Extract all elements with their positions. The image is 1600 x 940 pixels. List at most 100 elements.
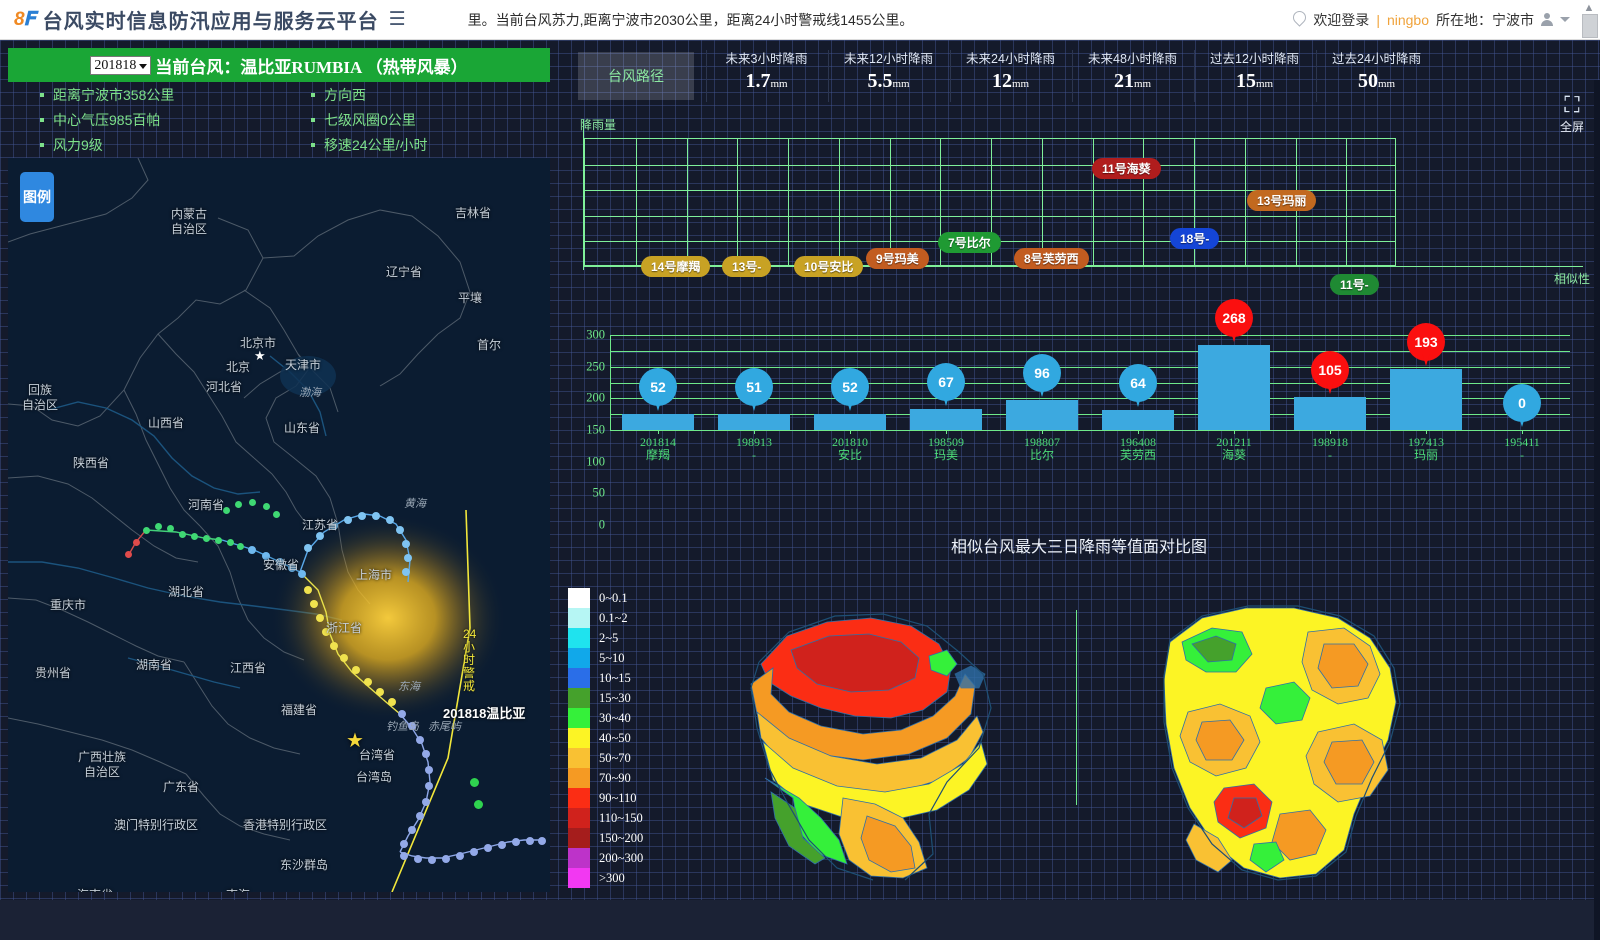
track-point[interactable] bbox=[388, 698, 396, 706]
track-point[interactable] bbox=[226, 538, 234, 546]
track-point[interactable] bbox=[484, 844, 492, 852]
track-point[interactable] bbox=[222, 506, 230, 514]
track-point[interactable] bbox=[400, 852, 408, 860]
track-point[interactable] bbox=[470, 848, 478, 856]
track-point[interactable] bbox=[234, 500, 242, 508]
track-point[interactable] bbox=[425, 782, 433, 790]
bar-value-marker[interactable]: 105 bbox=[1311, 350, 1349, 394]
similarity-point[interactable]: 8号芙劳西 bbox=[1014, 248, 1089, 269]
bar-value-marker[interactable]: 193 bbox=[1407, 322, 1445, 366]
hamburger-icon[interactable]: ☰ bbox=[388, 9, 406, 30]
track-point[interactable] bbox=[304, 586, 312, 594]
similarity-point[interactable]: 18号- bbox=[1170, 228, 1220, 249]
map-legend-button[interactable]: 图例 bbox=[20, 172, 54, 222]
user-icon[interactable] bbox=[1541, 13, 1553, 26]
bar[interactable] bbox=[1006, 399, 1078, 430]
track-point[interactable] bbox=[154, 522, 162, 530]
track-point[interactable] bbox=[142, 526, 150, 534]
track-point[interactable] bbox=[166, 524, 174, 532]
username-label[interactable]: ningbo bbox=[1386, 11, 1429, 28]
similarity-point[interactable]: 14号摩羯 bbox=[641, 256, 711, 277]
scrollbar-thumb[interactable] bbox=[1582, 14, 1598, 38]
stat-card[interactable]: 未来24小时降雨 12mm bbox=[950, 50, 1070, 102]
typhoon-route-button[interactable]: 台风路径 bbox=[578, 52, 694, 100]
bar[interactable] bbox=[1294, 396, 1366, 430]
bar-value-marker[interactable]: 51 bbox=[735, 367, 773, 411]
similarity-point[interactable]: 10号安比 bbox=[794, 256, 864, 277]
bar-value-marker[interactable]: 52 bbox=[639, 367, 677, 411]
track-point[interactable] bbox=[236, 542, 244, 550]
track-point[interactable] bbox=[416, 736, 424, 744]
track-point[interactable] bbox=[414, 855, 422, 863]
track-point[interactable] bbox=[526, 837, 534, 845]
track-point[interactable] bbox=[425, 766, 433, 774]
track-point[interactable] bbox=[330, 522, 338, 530]
track-point[interactable] bbox=[304, 544, 312, 552]
track-point[interactable] bbox=[408, 826, 416, 834]
similarity-point[interactable]: 11号海葵 bbox=[1092, 158, 1161, 179]
bar[interactable] bbox=[814, 413, 886, 430]
track-point[interactable] bbox=[340, 654, 348, 662]
track-point[interactable] bbox=[358, 512, 366, 520]
track-point[interactable] bbox=[402, 540, 410, 548]
track-point[interactable] bbox=[396, 526, 404, 534]
scroll-up-arrow[interactable]: ▲ bbox=[1583, 2, 1595, 14]
typhoon-select[interactable]: 201818 bbox=[90, 55, 152, 75]
track-point[interactable] bbox=[422, 798, 430, 806]
track-point[interactable] bbox=[422, 750, 430, 758]
track-point[interactable] bbox=[428, 856, 436, 864]
contour-map-right[interactable] bbox=[1158, 592, 1448, 882]
track-point[interactable] bbox=[190, 532, 198, 540]
similarity-point[interactable]: 13号玛丽 bbox=[1247, 190, 1317, 211]
bar[interactable] bbox=[622, 413, 694, 430]
track-point[interactable] bbox=[248, 546, 256, 554]
contour-map-left[interactable] bbox=[743, 592, 1033, 882]
track-point[interactable] bbox=[288, 564, 296, 572]
bar[interactable] bbox=[1198, 345, 1270, 430]
stat-card[interactable]: 未来3小时降雨 1.7mm bbox=[706, 50, 826, 102]
track-point[interactable] bbox=[386, 516, 394, 524]
stat-card[interactable]: 过去24小时降雨 50mm bbox=[1316, 50, 1436, 102]
track-point[interactable] bbox=[469, 777, 479, 787]
track-point[interactable] bbox=[404, 554, 412, 562]
track-point[interactable] bbox=[276, 558, 284, 566]
track-point[interactable] bbox=[124, 550, 132, 558]
bar[interactable] bbox=[718, 413, 790, 430]
track-point[interactable] bbox=[262, 502, 270, 510]
similarity-point[interactable]: 7号比尔 bbox=[938, 232, 1001, 253]
track-point[interactable] bbox=[402, 568, 410, 576]
track-point[interactable] bbox=[398, 710, 406, 718]
track-point[interactable] bbox=[538, 837, 546, 845]
track-point[interactable] bbox=[178, 530, 186, 538]
track-point[interactable] bbox=[364, 678, 372, 686]
track-point[interactable] bbox=[272, 510, 280, 518]
track-point[interactable] bbox=[416, 812, 424, 820]
track-point[interactable] bbox=[262, 552, 270, 560]
bar-value-marker[interactable]: 67 bbox=[927, 362, 965, 406]
track-point[interactable] bbox=[310, 600, 318, 608]
typhoon-map[interactable]: 图例 bbox=[8, 158, 550, 892]
similarity-point[interactable]: 9号玛美 bbox=[866, 248, 929, 269]
chevron-down-icon[interactable] bbox=[1560, 17, 1570, 22]
track-point[interactable] bbox=[456, 852, 464, 860]
track-point[interactable] bbox=[408, 722, 416, 730]
fullscreen-button[interactable]: ⛶ 全屏 bbox=[1552, 92, 1592, 138]
track-point[interactable] bbox=[442, 855, 450, 863]
track-point[interactable] bbox=[352, 666, 360, 674]
track-point[interactable] bbox=[344, 516, 352, 524]
track-point[interactable] bbox=[202, 534, 210, 542]
bar-value-marker[interactable]: 52 bbox=[831, 367, 869, 411]
bar[interactable] bbox=[1102, 409, 1174, 430]
track-point[interactable] bbox=[132, 538, 140, 546]
bar[interactable] bbox=[1390, 368, 1462, 430]
bar-value-marker[interactable]: 96 bbox=[1023, 353, 1061, 397]
track-point[interactable] bbox=[372, 512, 380, 520]
stat-card[interactable]: 未来12小时降雨 5.5mm bbox=[828, 50, 948, 102]
track-point[interactable] bbox=[512, 838, 520, 846]
similarity-point[interactable]: 13号- bbox=[722, 256, 772, 277]
track-point[interactable] bbox=[298, 570, 306, 578]
similarity-point[interactable]: 11号- bbox=[1330, 274, 1379, 295]
page-scrollbar[interactable] bbox=[1594, 80, 1600, 940]
track-point[interactable] bbox=[400, 840, 408, 848]
stat-card[interactable]: 过去12小时降雨 15mm bbox=[1194, 50, 1314, 102]
